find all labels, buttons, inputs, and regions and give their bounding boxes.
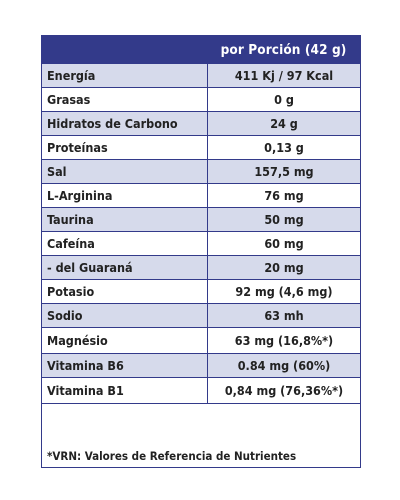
nutrient-name: Magnésio xyxy=(47,333,108,348)
nutrient-value: 76 mg xyxy=(207,184,360,207)
table-row: Sodio 63 mh xyxy=(42,304,360,328)
nutrient-value: 0 g xyxy=(207,88,360,111)
nutrient-name: Taurina xyxy=(47,212,94,227)
nutrient-name: L-Arginina xyxy=(47,188,113,203)
nutrient-value: 411 Kj / 97 Kcal xyxy=(207,64,360,87)
table-row: Potasio 92 mg (4,6 mg) xyxy=(42,280,360,304)
table-row: Grasas 0 g xyxy=(42,88,360,112)
nutrient-value: 157,5 mg xyxy=(207,160,360,183)
table-row: Proteínas 0,13 g xyxy=(42,136,360,160)
table-row: Vitamina B6 0.84 mg (60%) xyxy=(42,354,360,378)
nutrient-value: 92 mg (4,6 mg) xyxy=(207,280,360,303)
nutrition-table: por Porción (42 g) Energía 411 Kj / 97 K… xyxy=(41,35,361,468)
nutrient-name: Energía xyxy=(47,68,96,83)
table-row: Magnésio 63 mg (16,8%*) xyxy=(42,328,360,354)
nutrient-name: Grasas xyxy=(47,92,91,107)
table-row: Cafeína 60 mg xyxy=(42,232,360,256)
nutrient-value: 0,13 g xyxy=(207,136,360,159)
table-row: - del Guaraná 20 mg xyxy=(42,256,360,280)
table-row: Sal 157,5 mg xyxy=(42,160,360,184)
table-row: Hidratos de Carbono 24 g xyxy=(42,112,360,136)
table-row: Energía 411 Kj / 97 Kcal xyxy=(42,64,360,88)
nutrient-name: Potasio xyxy=(47,284,95,299)
table-row: L-Arginina 76 mg xyxy=(42,184,360,208)
table-row: Vitamina B1 0,84 mg (76,36%*) xyxy=(42,378,360,404)
nutrient-value: 60 mg xyxy=(207,232,360,255)
nutrient-name: Cafeína xyxy=(47,236,95,251)
nutrient-name: Sal xyxy=(47,164,67,179)
nutrient-value: 20 mg xyxy=(207,256,360,279)
nutrient-name: Sodio xyxy=(47,308,83,323)
nutrient-value: 24 g xyxy=(207,112,360,135)
nutrient-value: 0,84 mg (76,36%*) xyxy=(207,378,360,403)
nutrient-value: 63 mh xyxy=(207,304,360,327)
nutrient-name: Proteínas xyxy=(47,140,108,155)
footnote: *VRN: Valores de Referencia de Nutriente… xyxy=(47,448,297,463)
nutrient-value: 63 mg (16,8%*) xyxy=(207,328,360,353)
table-header: por Porción (42 g) xyxy=(42,36,360,64)
table-row: Taurina 50 mg xyxy=(42,208,360,232)
portion-header: por Porción (42 g) xyxy=(220,42,347,58)
nutrient-name: Vitamina B6 xyxy=(47,358,124,373)
nutrient-value: 50 mg xyxy=(207,208,360,231)
nutrient-name: Hidratos de Carbono xyxy=(47,116,178,131)
table-body: Energía 411 Kj / 97 Kcal Grasas 0 g Hidr… xyxy=(42,64,360,404)
nutrient-name: - del Guaraná xyxy=(47,260,133,275)
nutrient-value: 0.84 mg (60%) xyxy=(207,354,360,377)
nutrient-name: Vitamina B1 xyxy=(47,383,124,398)
